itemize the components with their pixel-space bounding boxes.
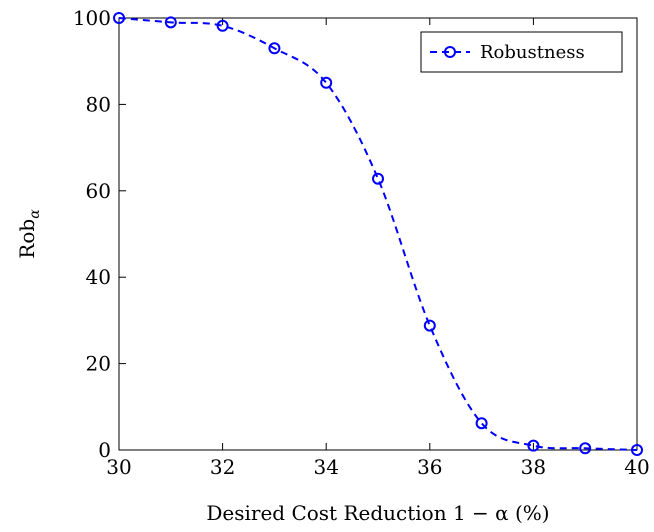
y-tick-label: 0 xyxy=(98,438,111,462)
x-tick-label: 36 xyxy=(417,455,442,479)
data-point xyxy=(268,42,281,55)
x-tick-label: 34 xyxy=(313,455,338,479)
legend: Robustness xyxy=(420,31,623,73)
x-tick-label: 40 xyxy=(624,455,649,479)
data-point xyxy=(320,76,333,89)
data-point xyxy=(216,19,229,32)
data-point xyxy=(631,444,643,456)
legend-marker-sample xyxy=(444,46,456,58)
x-tick-label: 38 xyxy=(521,455,546,479)
data-point xyxy=(113,12,125,24)
data-point xyxy=(475,417,488,430)
y-tick-label: 40 xyxy=(86,265,111,289)
y-axis-title: Robα xyxy=(15,209,43,259)
x-tick-label: 32 xyxy=(210,455,235,479)
data-point xyxy=(423,319,436,332)
data-point xyxy=(527,439,540,452)
y-axis-title-subscript: α xyxy=(27,209,43,219)
y-tick-label: 60 xyxy=(86,179,111,203)
legend-label-robustness: Robustness xyxy=(480,42,585,63)
data-point xyxy=(164,16,177,29)
y-tick-label: 80 xyxy=(86,92,111,116)
x-axis-ticks: 30 32 34 36 38 40 xyxy=(106,18,650,479)
x-axis-title: Desired Cost Reduction 1 − α (%) xyxy=(206,501,549,525)
series-line-robustness xyxy=(118,17,638,451)
y-tick-label: 100 xyxy=(73,6,111,30)
data-point xyxy=(372,172,384,185)
data-point xyxy=(579,442,592,455)
y-tick-label: 20 xyxy=(86,352,111,376)
series-layer xyxy=(113,12,643,456)
plot-area-frame xyxy=(118,17,638,451)
y-axis-ticks: 0 20 40 60 80 100 xyxy=(73,6,126,462)
x-tick-label: 30 xyxy=(106,455,131,479)
y-axis-title-main: Rob xyxy=(15,219,39,259)
